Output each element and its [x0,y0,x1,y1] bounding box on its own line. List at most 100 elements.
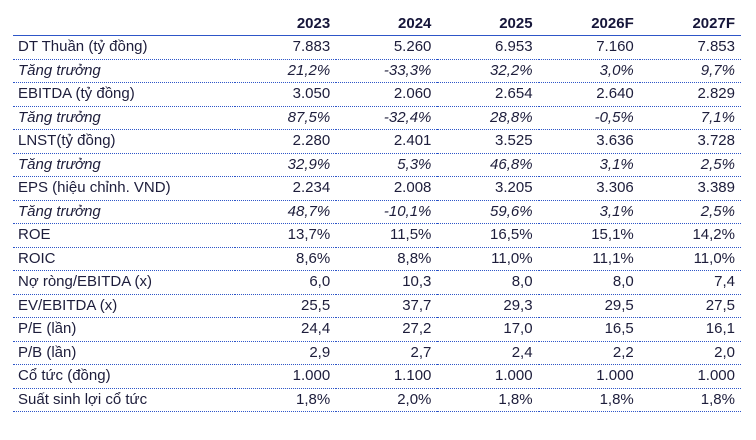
year-header: 2024 [336,12,438,36]
table-cell: 1,8% [437,388,539,412]
table-cell: 2,0 [639,341,741,365]
table-cell: 2.829 [639,82,741,107]
row-label: Nợ ròng/EBITDA (x) [13,270,236,295]
table-cell: 2.654 [437,82,539,107]
table-cell: 2.008 [336,176,438,201]
table-cell: 9,7% [639,59,741,83]
table-cell: 32,9% [235,153,337,177]
table-cell: 1.000 [538,364,640,389]
row-label: P/B (lần) [13,341,236,365]
row-label: Tăng trưởng [13,59,236,83]
table-cell: 3.205 [437,176,539,201]
table-cell: 3.728 [639,129,741,154]
table-cell: 7.160 [538,35,640,60]
year-header: 2025 [437,12,539,36]
table-row: Tăng trưởng 87,5% -32,4% 28,8% -0,5% 7,1% [13,106,741,130]
table-cell: 2,5% [639,200,741,224]
table-cell: 7,4 [639,270,741,295]
table-cell: 28,8% [437,106,539,130]
year-header: 2023 [235,12,337,36]
row-label: ROIC [13,247,236,271]
table-cell: 2.280 [235,129,337,154]
table-cell: 3,1% [538,153,640,177]
table-cell: 11,5% [336,223,438,248]
table-row: ROIC 8,6% 8,8% 11,0% 11,1% 11,0% [13,247,741,271]
table-cell: 16,1 [639,317,741,342]
table-cell: -10,1% [336,200,438,224]
table-row: DT Thuần (tỷ đồng) 7.883 5.260 6.953 7.160 7.… [13,35,741,60]
table-cell: 3.050 [235,82,337,107]
table-cell: 15,1% [538,223,640,248]
table-row: P/E (lần) 24,4 27,2 17,0 16,5 16,1 [13,317,741,342]
table-cell: 29,3 [437,294,539,318]
table-cell: 21,2% [235,59,337,83]
row-label: P/E (lần) [13,317,236,342]
table-cell: 3,1% [538,200,640,224]
table-cell: 6,0 [235,270,337,295]
table-cell: 2,4 [437,341,539,365]
financial-forecast-table: 2023 2024 2025 2026F 2027F DT Thuần (tỷ … [13,12,741,412]
table-cell: 32,2% [437,59,539,83]
table-row: Tăng trưởng 48,7% -10,1% 59,6% 3,1% 2,5% [13,200,741,224]
table-cell: 2.401 [336,129,438,154]
table-cell: 1.100 [336,364,438,389]
table-cell: 3.306 [538,176,640,201]
row-label: DT Thuần (tỷ đồng) [13,35,236,60]
table-row: P/B (lần) 2,9 2,7 2,4 2,2 2,0 [13,341,741,365]
row-label: EBITDA (tỷ đồng) [13,82,236,107]
table-row: ROE 13,7% 11,5% 16,5% 15,1% 14,2% [13,223,741,248]
table-cell: 27,5 [639,294,741,318]
year-header: 2027F [639,12,741,36]
table-row: Nợ ròng/EBITDA (x) 6,0 10,3 8,0 8,0 7,4 [13,270,741,295]
table-cell: -0,5% [538,106,640,130]
table-cell: 37,7 [336,294,438,318]
row-label: ROE [13,223,236,248]
table-cell: 27,2 [336,317,438,342]
table-cell: 11,0% [437,247,539,271]
row-label: Suất sinh lợi cổ tức [13,388,236,412]
table-cell: 2,0% [336,388,438,412]
table-row: LNST(tỷ đồng) 2.280 2.401 3.525 3.636 3.728 [13,129,741,154]
table-cell: 1,8% [235,388,337,412]
table-row: Tăng trưởng 32,9% 5,3% 46,8% 3,1% 2,5% [13,153,741,177]
table-row: Suất sinh lợi cổ tức 1,8% 2,0% 1,8% 1,8% 1,8% [13,388,741,412]
table-row: EBITDA (tỷ đồng) 3.050 2.060 2.654 2.640 2.82… [13,82,741,107]
table-cell: -32,4% [336,106,438,130]
table-cell: 7.883 [235,35,337,60]
table-cell: 16,5% [437,223,539,248]
table-cell: 2,7 [336,341,438,365]
table-cell: 59,6% [437,200,539,224]
table-cell: 13,7% [235,223,337,248]
table-cell: 46,8% [437,153,539,177]
table-cell: 17,0 [437,317,539,342]
table-cell: 3,0% [538,59,640,83]
table-cell: 8,8% [336,247,438,271]
table-cell: 1.000 [639,364,741,389]
row-label: Cổ tức (đồng) [13,364,236,389]
table-cell: 11,0% [639,247,741,271]
table-row: EPS (hiệu chỉnh. VND) 2.234 2.008 3.205 3.30… [13,176,741,201]
table-cell: 2,9 [235,341,337,365]
table-cell: -33,3% [336,59,438,83]
table-cell: 29,5 [538,294,640,318]
table-cell: 5.260 [336,35,438,60]
table-cell: 6.953 [437,35,539,60]
table-cell: 3.525 [437,129,539,154]
table-cell: 11,1% [538,247,640,271]
table-cell: 8,0 [538,270,640,295]
header-corner [13,12,236,36]
table-cell: 7,1% [639,106,741,130]
table-cell: 2.640 [538,82,640,107]
row-label: EV/EBITDA (x) [13,294,236,318]
table-cell: 24,4 [235,317,337,342]
table-cell: 16,5 [538,317,640,342]
table-cell: 8,6% [235,247,337,271]
row-label: Tăng trưởng [13,153,236,177]
table-row: EV/EBITDA (x) 25,5 37,7 29,3 29,5 27,5 [13,294,741,318]
table-cell: 25,5 [235,294,337,318]
table-cell: 5,3% [336,153,438,177]
table-cell: 87,5% [235,106,337,130]
table-cell: 2.060 [336,82,438,107]
row-label: LNST(tỷ đồng) [13,129,236,154]
